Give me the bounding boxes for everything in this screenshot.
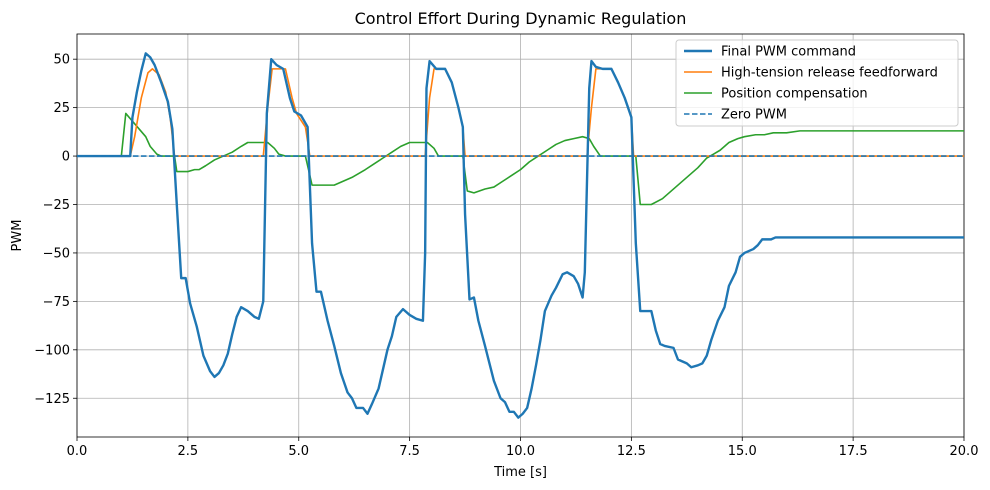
legend-box	[675, 39, 959, 127]
y-tick-label: 0	[62, 150, 70, 165]
tick-layer: 0.0 2.5 5.0 7.5 10.0 12.5 15.0 17.5 20.0 50 25 0 −25…	[34, 53, 978, 459]
x-tick-label: 15.0	[728, 444, 757, 459]
legend-label: Final PWM command	[721, 45, 856, 60]
y-tick-label: 25	[53, 101, 70, 116]
legend-label: High-tension release feedforward	[721, 66, 938, 81]
x-axis-title: Time [s]	[493, 465, 547, 480]
y-tick-label: −75	[43, 295, 70, 310]
plot-area-frame	[76, 33, 965, 438]
y-tick-label: −125	[34, 392, 70, 407]
series-layer	[77, 52, 964, 419]
legend-label: Zero PWM	[721, 108, 787, 123]
x-tick-label: 2.5	[178, 444, 199, 459]
y-axis-title: PWM	[10, 220, 25, 252]
series-line-final-pwm-command	[77, 52, 964, 419]
legend-label: Position compensation	[721, 87, 868, 102]
y-tick-label: −25	[43, 198, 70, 213]
y-tick-label: 50	[53, 53, 70, 68]
x-tick-label: 0.0	[67, 444, 88, 459]
x-tick-label: 17.5	[839, 444, 868, 459]
y-tick-label: −50	[43, 246, 70, 261]
x-tick-label: 20.0	[950, 444, 979, 459]
chart-title: Control Effort During Dynamic Regulation	[355, 9, 687, 28]
x-tick-label: 10.0	[506, 444, 535, 459]
x-tick-label: 5.0	[288, 444, 309, 459]
x-tick-label: 12.5	[617, 444, 646, 459]
y-tick-label: −100	[34, 343, 70, 358]
x-tick-label: 7.5	[399, 444, 420, 459]
legend: Final PWM command High-tension release fe…	[675, 39, 959, 127]
